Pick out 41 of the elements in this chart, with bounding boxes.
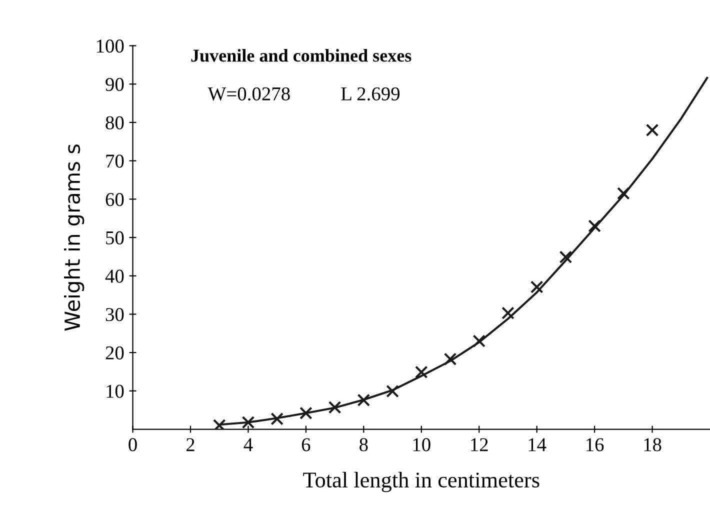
point bbox=[530, 280, 544, 294]
annotation: L 2.699 bbox=[341, 87, 400, 101]
point bbox=[472, 334, 486, 348]
annotation: Juvenile and combined sexes bbox=[191, 49, 412, 62]
x-tick-label: 6 bbox=[302, 438, 310, 452]
y-axis-title: Weight in grams s bbox=[64, 144, 84, 331]
point bbox=[212, 419, 226, 430]
point bbox=[270, 412, 284, 426]
x-tick-label: 14 bbox=[528, 438, 546, 452]
point bbox=[646, 124, 659, 137]
x-tick-label: 0 bbox=[128, 438, 137, 452]
point bbox=[357, 394, 370, 407]
point bbox=[559, 250, 572, 264]
point bbox=[414, 366, 428, 379]
x-tick-label: 2 bbox=[186, 438, 194, 452]
point bbox=[300, 406, 312, 420]
x-tick-label: 8 bbox=[360, 438, 368, 452]
y-tick-label: 10 bbox=[106, 384, 124, 398]
y-tick-label: 90 bbox=[106, 78, 124, 92]
y-tick-label: 30 bbox=[106, 308, 124, 322]
point bbox=[386, 384, 399, 398]
point bbox=[616, 186, 630, 200]
y-tick-label: 100 bbox=[96, 40, 124, 53]
y-tick-label: 40 bbox=[105, 270, 124, 283]
point bbox=[502, 306, 514, 320]
point bbox=[588, 220, 601, 232]
point bbox=[328, 400, 342, 414]
y-tick-label: 50 bbox=[106, 231, 124, 244]
x-tick-label: 16 bbox=[586, 438, 604, 452]
x-tick-label: 12 bbox=[471, 438, 488, 452]
x-axis-title: Total length in centimeters bbox=[303, 472, 540, 492]
annotation: W=0.0278 bbox=[208, 87, 290, 101]
x-tick-label: 10 bbox=[413, 438, 430, 452]
y-tick-label: 70 bbox=[106, 154, 124, 168]
y-tick-label: 80 bbox=[106, 116, 124, 130]
y-tick-label: 60 bbox=[106, 192, 124, 206]
x-tick-label: 18 bbox=[644, 438, 662, 452]
x-tick-label: 4 bbox=[244, 438, 253, 452]
point bbox=[242, 416, 255, 429]
point bbox=[444, 352, 457, 366]
y-tick-label: 20 bbox=[106, 346, 124, 360]
